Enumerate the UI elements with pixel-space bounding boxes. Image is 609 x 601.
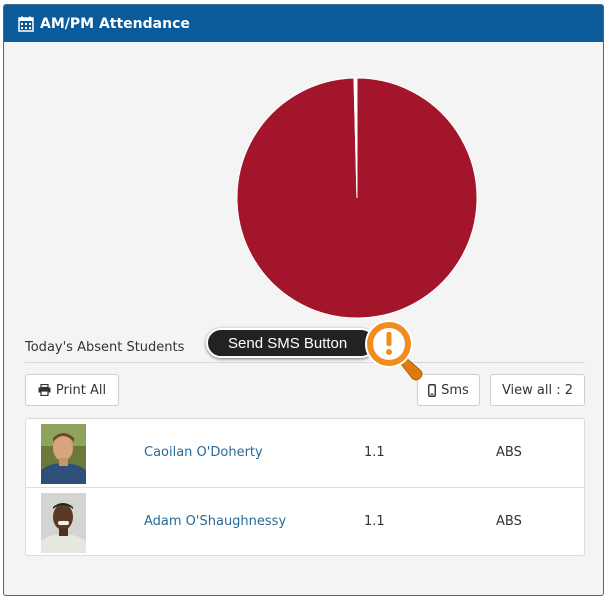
student-status: ABS <box>496 514 522 529</box>
divider <box>25 362 585 363</box>
attendance-panel: AM/PM Attendance Today's Absent Students… <box>3 4 604 596</box>
panel-title: AM/PM Attendance <box>40 15 190 32</box>
sms-button[interactable]: Sms <box>417 374 480 406</box>
print-all-label: Print All <box>55 382 107 398</box>
view-all-button[interactable]: View all : 2 <box>490 374 585 406</box>
attendance-pie-chart <box>236 77 478 319</box>
student-photo-avatar <box>41 493 86 553</box>
sms-label: Sms <box>441 382 469 398</box>
absent-students-heading: Today's Absent Students <box>25 340 185 355</box>
student-grade: 1.1 <box>364 514 385 529</box>
student-grade: 1.1 <box>364 445 385 460</box>
calendar-icon <box>18 16 34 32</box>
tooltip-text: Send SMS Button <box>228 334 348 352</box>
table-row[interactable]: Caoilan O'Doherty 1.1 ABS <box>26 419 584 487</box>
mobile-phone-icon <box>428 383 437 397</box>
student-status: ABS <box>496 445 522 460</box>
student-photo-avatar <box>41 424 86 484</box>
printer-icon <box>38 384 51 396</box>
panel-header: AM/PM Attendance <box>4 5 603 42</box>
send-sms-tooltip: Send SMS Button <box>206 328 376 358</box>
print-all-button[interactable]: Print All <box>25 374 119 406</box>
student-name-link[interactable]: Adam O'Shaughnessy <box>144 514 287 529</box>
view-all-label: View all : 2 <box>501 382 574 398</box>
absent-students-table: Caoilan O'Doherty 1.1 ABS Adam O'Shaughn… <box>25 418 585 556</box>
pie-slice-present <box>353 77 358 199</box>
exclamation-icon <box>365 320 423 381</box>
table-row[interactable]: Adam O'Shaughnessy 1.1 ABS <box>26 487 584 556</box>
student-name-link[interactable]: Caoilan O'Doherty <box>144 445 263 460</box>
